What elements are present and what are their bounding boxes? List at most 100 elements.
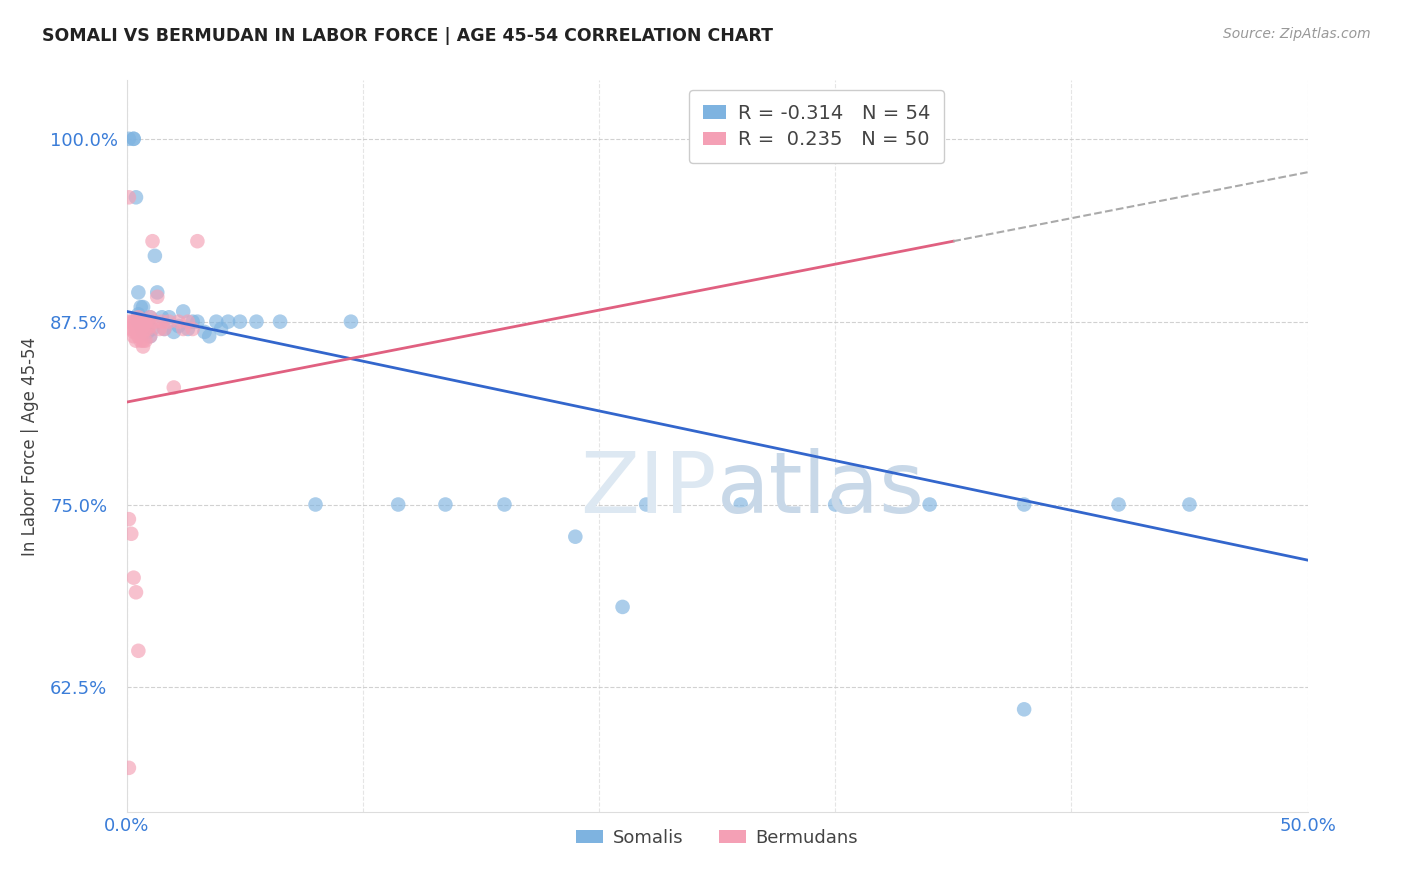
Point [150,315,173,329]
Point [139,310,162,325]
Point [1108,498,1130,512]
Point [150,310,173,325]
Point [132,315,155,329]
Point [122,319,145,334]
Point [494,498,516,512]
Point [134,334,156,348]
Point [132,300,155,314]
Point [127,315,149,329]
Point [122,329,145,343]
Point [118,190,141,204]
Text: atlas: atlas [717,449,925,532]
Point [125,334,148,348]
Point [167,319,190,334]
Point [129,334,152,348]
Point [120,322,142,336]
Point [612,599,634,614]
Point [730,498,752,512]
Point [153,322,176,336]
Point [163,325,186,339]
Point [136,322,159,336]
Point [136,325,159,339]
Point [139,329,162,343]
Text: Source: ZipAtlas.com: Source: ZipAtlas.com [1223,27,1371,41]
Point [824,498,846,512]
Point [139,319,162,334]
Point [122,571,145,585]
Point [186,234,208,248]
Text: SOMALI VS BERMUDAN IN LABOR FORCE | AGE 45-54 CORRELATION CHART: SOMALI VS BERMUDAN IN LABOR FORCE | AGE … [42,27,773,45]
Point [217,315,239,329]
Point [127,285,149,300]
Point [120,526,142,541]
Point [141,322,163,336]
Point [132,339,155,353]
Point [118,512,141,526]
Point [118,315,141,329]
Point [120,315,142,329]
Point [157,315,180,329]
Point [177,322,200,336]
Point [132,325,155,339]
Point [205,315,228,329]
Point [134,315,156,329]
Point [139,310,162,325]
Point [132,325,155,339]
Point [167,315,190,329]
Point [149,322,172,336]
Point [141,234,163,248]
Point [146,290,169,304]
Point [1012,702,1035,716]
Point [125,325,148,339]
Point [132,334,155,348]
Point [181,315,204,329]
Point [129,319,152,334]
Point [304,498,326,512]
Point [127,307,149,321]
Point [122,315,145,329]
Point [636,498,658,512]
Point [132,315,155,329]
Point [134,315,156,329]
Point [918,498,941,512]
Point [143,249,166,263]
Y-axis label: In Labor Force | Age 45-54: In Labor Force | Age 45-54 [21,336,39,556]
Point [229,315,252,329]
Point [129,300,152,314]
Point [129,315,152,329]
Point [127,310,149,325]
Point [134,322,156,336]
Text: ZIP: ZIP [581,449,717,532]
Point [139,329,162,343]
Point [177,315,200,329]
Point [1178,498,1201,512]
Point [181,322,204,336]
Point [564,530,586,544]
Legend: Somalis, Bermudans: Somalis, Bermudans [569,822,865,854]
Point [125,190,148,204]
Point [434,498,457,512]
Point [198,329,221,343]
Point [163,380,186,394]
Point [387,498,409,512]
Point [136,315,159,329]
Point [193,325,215,339]
Point [127,319,149,334]
Point [157,310,180,325]
Point [340,315,363,329]
Point [1012,498,1035,512]
Point [127,329,149,343]
Point [186,315,208,329]
Point [134,322,156,336]
Point [129,315,152,329]
Point [118,761,141,775]
Point [129,322,152,336]
Point [127,644,149,658]
Point [146,285,169,300]
Point [125,585,148,599]
Point [172,322,194,336]
Point [136,315,159,329]
Point [122,325,145,339]
Point [125,319,148,334]
Point [143,315,166,329]
